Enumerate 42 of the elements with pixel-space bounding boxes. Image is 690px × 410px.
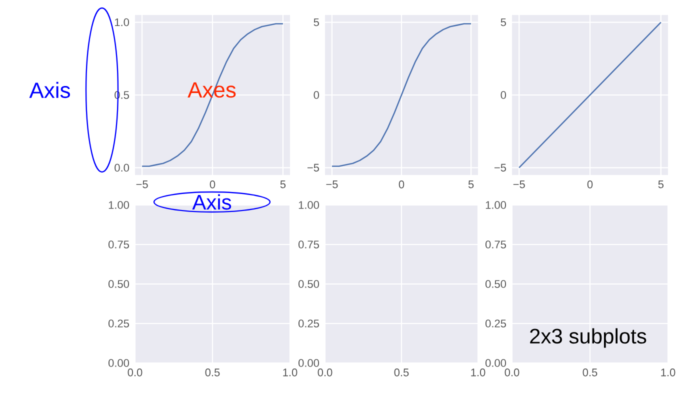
x-tick-label: 0.0 [128,368,142,376]
y-tick-label: 0 [314,91,320,99]
x-tick-label: 5 [280,180,286,188]
x-tick-label: 0 [398,180,404,188]
y-tick-label: 1.0 [115,18,130,26]
y-tick-label: 0.50 [485,280,506,288]
y-tick-label: 1.00 [298,201,320,209]
text: Axis [29,82,70,98]
y-tick-label: −5 [494,164,506,172]
y-tick-label: 0.25 [108,320,129,328]
x-tick-label: 0 [210,180,216,188]
x-tick-label: −5 [136,180,148,188]
y-tick-label: 0.75 [485,240,506,248]
y-tick-label: 0.00 [108,359,130,367]
y-tick-label: 1.00 [108,201,130,209]
annotation: Axis [192,194,232,210]
x-tick-label: 1.0 [283,368,298,376]
x-tick-label: 1.0 [661,368,676,376]
x-tick-label: 0 [587,180,593,188]
y-tick-label: 5 [500,18,506,26]
x-tick-label: 5 [468,180,474,188]
y-tick-label: −5 [307,164,319,172]
x-tick-label: −5 [513,180,525,188]
x-tick-label: 5 [658,180,664,188]
y-tick-label: 0.75 [298,240,319,248]
y-tick-label: 0.25 [485,320,506,328]
y-tick-label: 0.50 [108,280,130,288]
y-tick-label: 0.00 [485,359,506,367]
x-tick-label: 0.5 [582,368,598,376]
x-tick-label: −5 [326,180,338,188]
y-tick-label: 0.50 [298,280,320,288]
x-tick-label: 1.0 [471,368,486,376]
x-tick-label: 0.5 [205,368,220,376]
annotation: 2x3 subplots [530,328,646,348]
y-tick-label: 0.0 [114,164,130,172]
y-tick-label: 5 [314,18,319,26]
x-tick-label: 0.5 [394,368,409,376]
y-tick-label: 0.00 [298,359,320,367]
y-tick-label: 1.00 [486,201,506,209]
y-tick-label: 0.75 [108,240,129,248]
y-tick-label: 0.25 [298,320,319,328]
y-tick-label: 0 [500,91,506,99]
